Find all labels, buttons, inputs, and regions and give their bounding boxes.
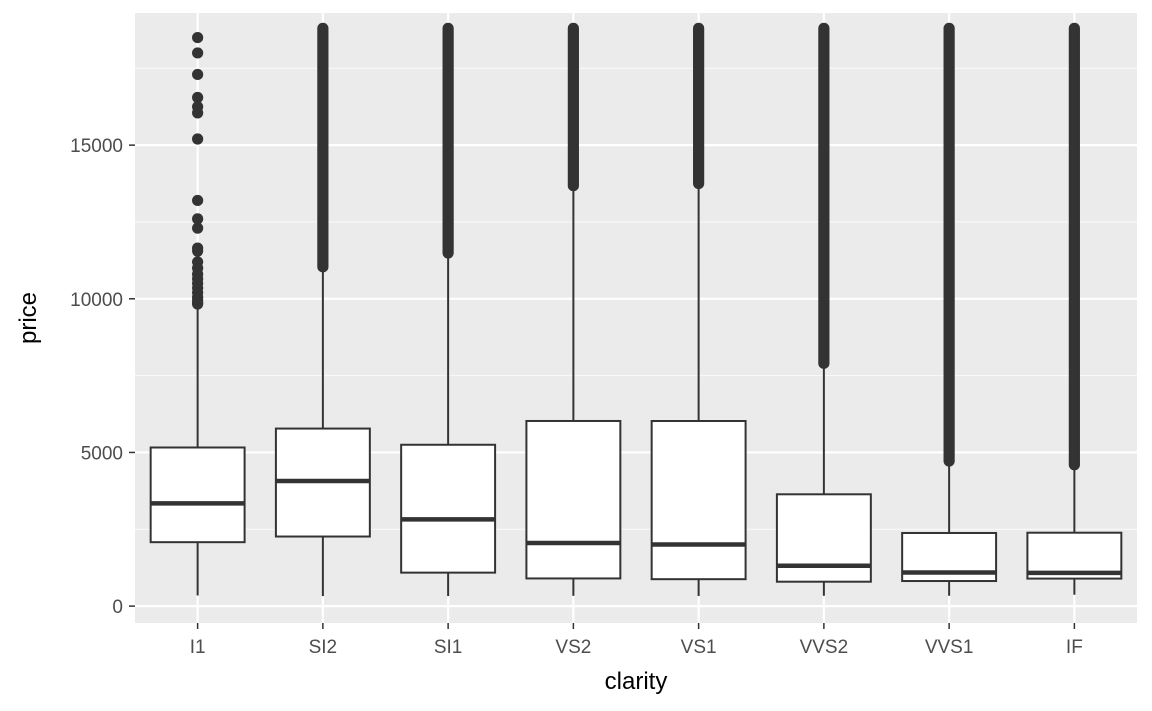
x-axis-title: clarity [605, 668, 668, 695]
box-VS1 [650, 22, 747, 597]
box-VVS2 [775, 22, 872, 596]
y-tick-label: 15000 [70, 136, 123, 157]
iqr-box [775, 493, 872, 583]
iqr-box [400, 443, 497, 574]
box-I1 [149, 31, 246, 596]
y-axis-title: price [15, 292, 42, 344]
outlier-point [192, 91, 204, 104]
x-tick-label: VS2 [555, 637, 591, 658]
iqr-box [525, 419, 622, 580]
x-tick-label: I1 [190, 637, 206, 658]
x-axis: I1 SI2 SI1 VS2 VS1 VVS2 VVS1 IF [190, 623, 1083, 658]
box-SI1 [400, 22, 497, 597]
box-VS2 [525, 22, 622, 596]
x-tick-label: SI1 [434, 637, 463, 658]
y-tick-label: 5000 [81, 443, 123, 464]
x-tick-label: VVS2 [800, 637, 849, 658]
outlier-point [192, 213, 204, 225]
outlier-point [192, 101, 204, 113]
iqr-box [650, 420, 747, 581]
box-layer [149, 22, 1123, 597]
outlier-point [192, 222, 204, 234]
x-tick-label: SI2 [309, 637, 338, 658]
box-VVS1 [901, 22, 998, 596]
outlier-point [192, 194, 204, 207]
x-tick-label: IF [1066, 637, 1083, 658]
outlier-point [192, 68, 204, 81]
outlier-point [192, 47, 204, 59]
box-IF [1026, 22, 1123, 595]
box-SI2 [274, 22, 371, 597]
outlier-point [192, 256, 204, 268]
x-tick-label: VS1 [681, 637, 717, 658]
y-tick-label: 10000 [70, 290, 123, 311]
outlier-point [192, 31, 204, 44]
x-tick-label: VVS1 [925, 637, 974, 658]
y-axis: 0 5000 10000 15000 [70, 136, 135, 618]
outlier-point [192, 133, 204, 145]
iqr-box [149, 446, 246, 544]
outlier-point [192, 242, 204, 254]
y-tick-label: 0 [112, 597, 123, 618]
